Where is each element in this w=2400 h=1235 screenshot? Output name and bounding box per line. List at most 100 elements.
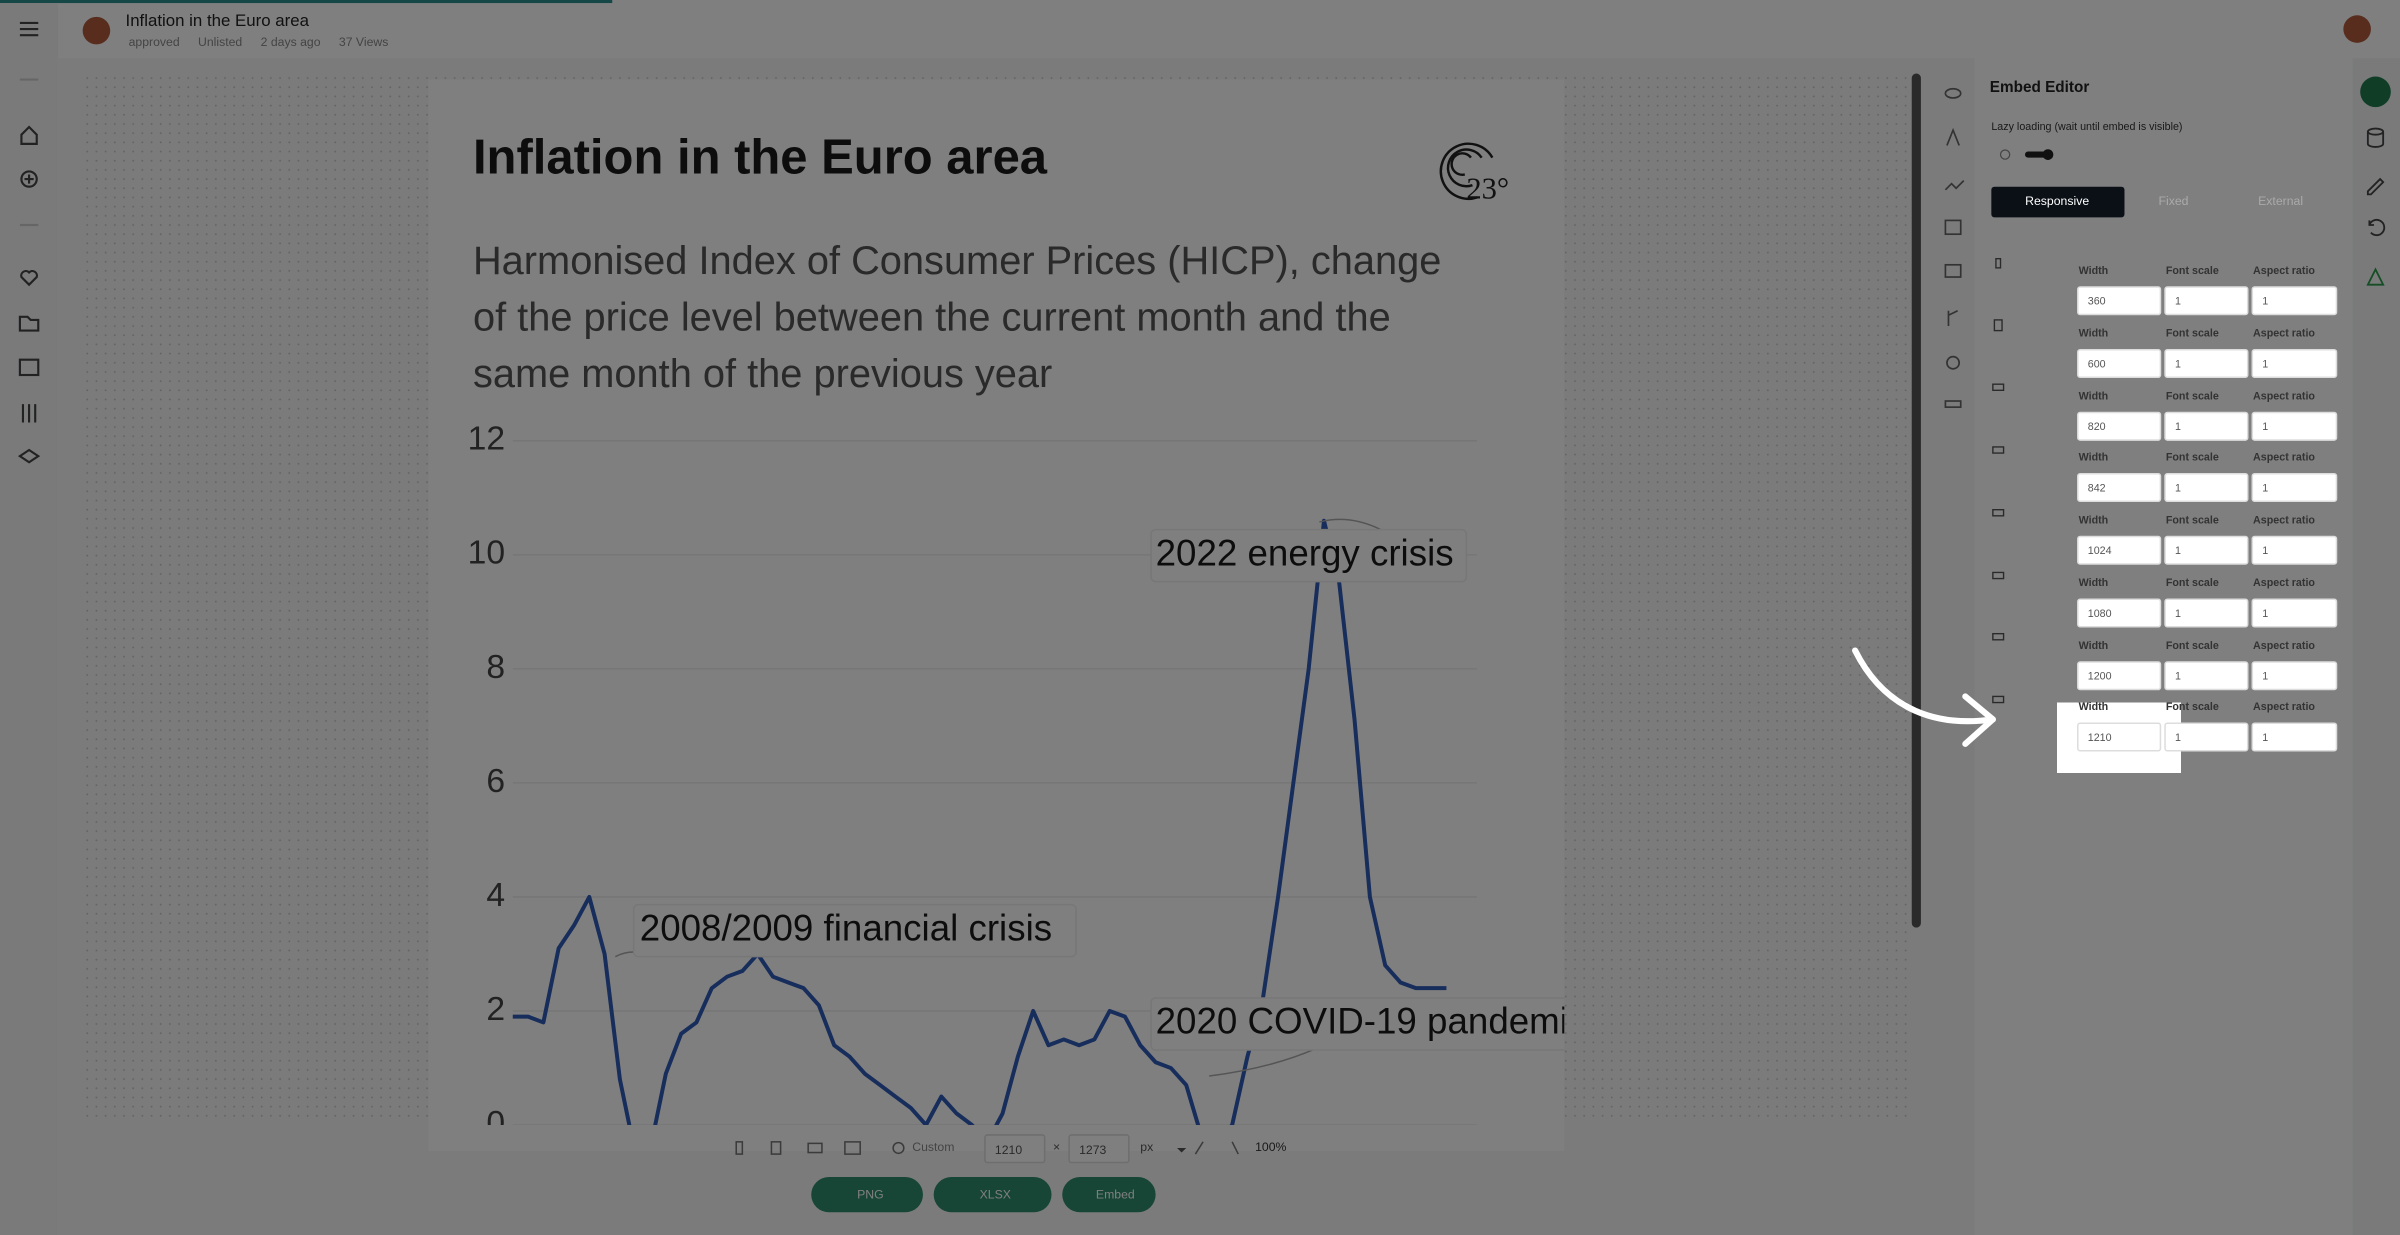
sidebar-icons[interactable]	[17, 21, 41, 464]
chart-card	[428, 79, 1565, 1152]
unit[interactable]: px	[1140, 1140, 1154, 1155]
column-header: Font scale	[2165, 640, 2219, 652]
avatar[interactable]	[82, 16, 111, 45]
column-header: Width	[2078, 266, 2109, 278]
input-aspect-ratio[interactable]: 1	[2251, 660, 2338, 690]
column-header: Font scale	[2165, 391, 2219, 402]
chart-subtitle: same month of the previous year	[473, 352, 1052, 396]
input-aspect-ratio[interactable]: 1	[2251, 473, 2338, 503]
right-icons[interactable]	[2366, 127, 2386, 286]
column-header: Aspect ratio	[2253, 266, 2316, 278]
input-width[interactable]: 360	[2077, 286, 2162, 316]
png-button[interactable]: PNG	[811, 1177, 923, 1213]
column-header: Width	[2078, 515, 2109, 527]
input-font-scale[interactable]: 1	[2164, 722, 2249, 752]
chart-title: Inflation in the Euro area	[473, 131, 1048, 185]
tab[interactable]: External	[2258, 194, 2304, 209]
xlsx-button[interactable]: XLSX	[933, 1177, 1052, 1213]
column-header: Aspect ratio	[2253, 578, 2316, 589]
column-header: Width	[2078, 328, 2109, 340]
width-input[interactable]: 1210	[984, 1134, 1046, 1164]
doc-title: Inflation in the Euro area	[125, 12, 309, 31]
input-font-scale[interactable]: 1	[2164, 348, 2249, 378]
input-aspect-ratio[interactable]: 1	[2251, 722, 2338, 752]
input-width[interactable]: 1210	[2077, 722, 2162, 752]
chart: Inflation in the Euro area 23° Harmonise…	[468, 131, 1565, 1125]
input-width[interactable]: 1080	[2077, 598, 2162, 628]
lazy-label: Lazy loading (wait until embed is visibl…	[1991, 122, 2183, 134]
column-header: Aspect ratio	[2253, 702, 2316, 714]
input-aspect-ratio[interactable]: 1	[2251, 598, 2338, 628]
input-aspect-ratio[interactable]: 1	[2251, 535, 2338, 565]
column-header: Aspect ratio	[2253, 453, 2316, 465]
column-header: Aspect ratio	[2253, 391, 2316, 402]
column-header: Font scale	[2165, 266, 2219, 278]
embed-panel	[1976, 58, 2353, 1235]
annotation-box	[1150, 997, 1565, 1051]
annotation-box	[632, 903, 1077, 958]
y-tick-label: 10	[468, 535, 505, 572]
input-width[interactable]: 842	[2077, 473, 2162, 503]
logo-text: 23°	[1466, 171, 1509, 205]
input-font-scale[interactable]: 1	[2164, 286, 2249, 316]
column-header: Font scale	[2165, 578, 2219, 589]
logo	[1439, 142, 1494, 201]
input-width[interactable]: 1024	[2077, 535, 2162, 565]
column-header: Font scale	[2165, 328, 2219, 340]
input-aspect-ratio[interactable]: 1	[2251, 286, 2338, 316]
y-tick-label: 8	[486, 649, 505, 686]
annotation: 2008/2009 financial crisis	[640, 907, 1052, 948]
user-avatar[interactable]	[2343, 15, 2371, 43]
column-header: Width	[2078, 640, 2109, 652]
input-font-scale[interactable]: 1	[2164, 535, 2249, 565]
y-tick-label: 12	[468, 421, 505, 458]
column-header: Aspect ratio	[2253, 515, 2316, 527]
input-font-scale[interactable]: 1	[2164, 410, 2249, 441]
connector	[1209, 1047, 1317, 1077]
active-tab[interactable]	[1991, 186, 2125, 218]
times: ×	[1053, 1140, 1061, 1155]
y-tick-label: 0	[486, 1105, 505, 1125]
column-header: Font scale	[2165, 515, 2219, 527]
tab[interactable]: Fixed	[2158, 194, 2189, 209]
meta-item: 2 days ago	[260, 35, 321, 49]
y-tick-label: 2	[486, 991, 505, 1028]
input-font-scale[interactable]: 1	[2164, 660, 2249, 690]
zoom[interactable]: 100%	[1255, 1140, 1287, 1155]
column-header: Font scale	[2165, 453, 2219, 465]
height-input[interactable]: 1273	[1068, 1134, 1130, 1164]
input-width[interactable]: 1200	[2077, 660, 2162, 690]
save-button[interactable]	[2360, 76, 2391, 108]
input-width[interactable]: 600	[2077, 348, 2162, 378]
input-font-scale[interactable]: 1	[2164, 598, 2249, 628]
column-header: Width	[2078, 453, 2109, 465]
input-aspect-ratio[interactable]: 1	[2251, 348, 2338, 378]
tool-icons[interactable]	[1944, 87, 1965, 408]
annotation: 2020 COVID-19 pandemic	[1156, 1001, 1565, 1042]
chart-subtitle: of the price level between the current m…	[473, 295, 1391, 339]
column-header: Aspect ratio	[2253, 328, 2316, 340]
annotation: 2022 energy crisis	[1156, 532, 1454, 573]
preset[interactable]: Custom	[912, 1140, 955, 1155]
column-header: Width	[2078, 702, 2109, 714]
connector	[1319, 518, 1381, 531]
column-header: Width	[2078, 391, 2109, 402]
chart-subtitle: Harmonised Index of Consumer Prices (HIC…	[473, 239, 1441, 283]
annotation-box	[1150, 528, 1468, 583]
meta-item: approved	[128, 35, 180, 49]
line	[512, 518, 1447, 1125]
connector	[614, 951, 634, 958]
column-header: Font scale	[2165, 702, 2219, 714]
embed-button[interactable]: Embed	[1062, 1177, 1156, 1213]
input-font-scale[interactable]: 1	[2164, 473, 2249, 503]
tab[interactable]: Responsive	[2025, 194, 2090, 209]
column-header: Width	[2078, 578, 2109, 589]
toolbar-icons[interactable]	[735, 1141, 1239, 1155]
input-aspect-ratio[interactable]: 1	[2251, 410, 2338, 441]
meta-item: 37 Views	[338, 35, 389, 49]
meta-item: Unlisted	[197, 35, 243, 49]
panel-title: Embed Editor	[1989, 79, 2090, 97]
input-width[interactable]: 820	[2077, 410, 2162, 441]
